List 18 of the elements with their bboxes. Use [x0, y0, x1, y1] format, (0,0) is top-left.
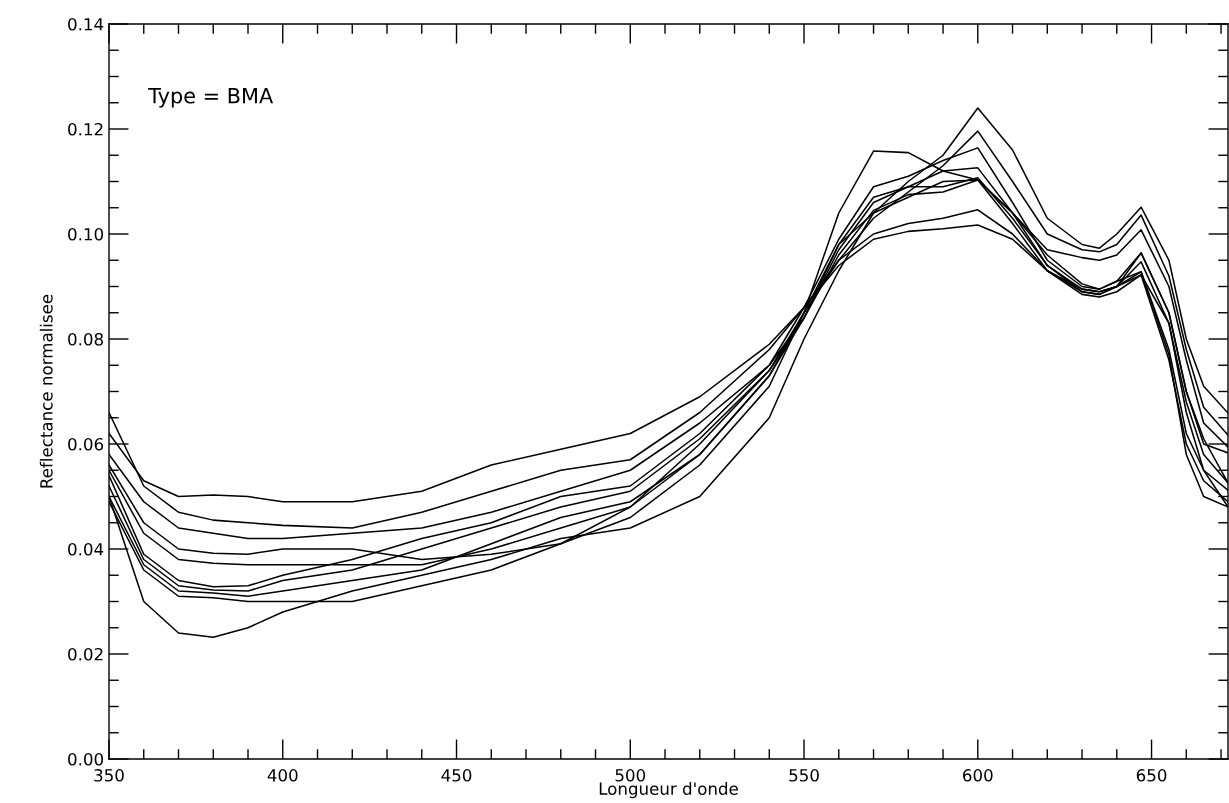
x-tick-label: 650: [1136, 769, 1167, 782]
x-tick-label: 600: [963, 769, 993, 782]
y-tick-label: 0.04: [68, 542, 104, 556]
y-tick-label: 0.08: [68, 332, 103, 346]
x-tick-label: 350: [94, 769, 124, 782]
y-tick-label: 0.02: [68, 647, 103, 661]
y-tick-label: 0.00: [68, 752, 104, 766]
x-tick-label: 500: [615, 769, 646, 782]
x-tick-label: 450: [441, 769, 472, 782]
y-tick-label: 0.10: [68, 227, 104, 241]
y-tick-label: 0.06: [68, 437, 104, 451]
annotation: Type = BMA: [148, 88, 274, 108]
y-axis-title: Reflectance normalisee: [39, 294, 53, 488]
y-tick-label: 0.12: [68, 122, 103, 136]
x-tick-label: 550: [789, 769, 819, 782]
x-tick-label: 400: [267, 769, 298, 782]
y-tick-label: 0.14: [68, 17, 104, 31]
x-axis-title: Longueur d'onde: [599, 782, 738, 799]
